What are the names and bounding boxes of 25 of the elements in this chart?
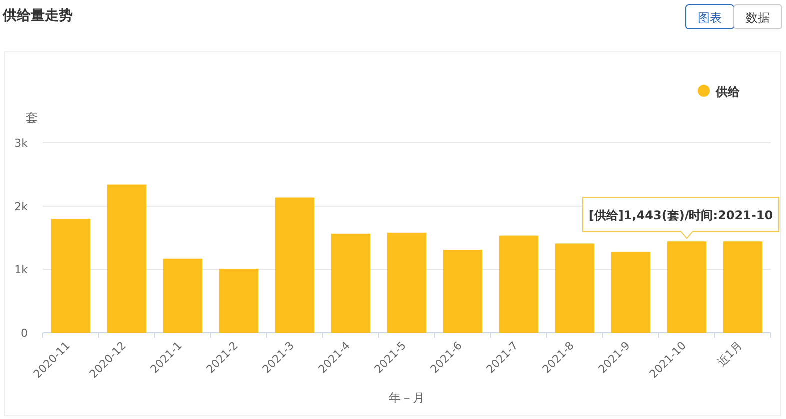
y-axis-title: 套 [26, 111, 38, 125]
chart-title: 供给量走势 [2, 8, 73, 24]
bar [611, 252, 651, 333]
bar [275, 198, 315, 333]
bar [499, 236, 539, 333]
y-tick-label: 1k [14, 264, 29, 277]
bar [51, 219, 91, 333]
y-tick-label: 0 [21, 327, 28, 340]
text: 图表 [698, 11, 722, 25]
bar [723, 242, 763, 333]
bar [387, 232, 427, 333]
text: 数据 [746, 11, 770, 25]
bar [219, 269, 259, 333]
x-axis-title: 年－月 [389, 391, 425, 405]
annotation: [供给]1,443(套)/时间:2021-10 [588, 208, 774, 223]
bar [107, 184, 147, 333]
y-tick-label: 2k [14, 200, 29, 214]
bar [163, 258, 203, 333]
bar [443, 250, 483, 333]
bar [667, 242, 707, 333]
bar [555, 244, 595, 333]
legend-label: 供给 [715, 85, 741, 99]
bar [331, 234, 371, 333]
y-tick-label: 3k [14, 137, 29, 150]
x-tick-label: 近1月 [715, 339, 745, 370]
